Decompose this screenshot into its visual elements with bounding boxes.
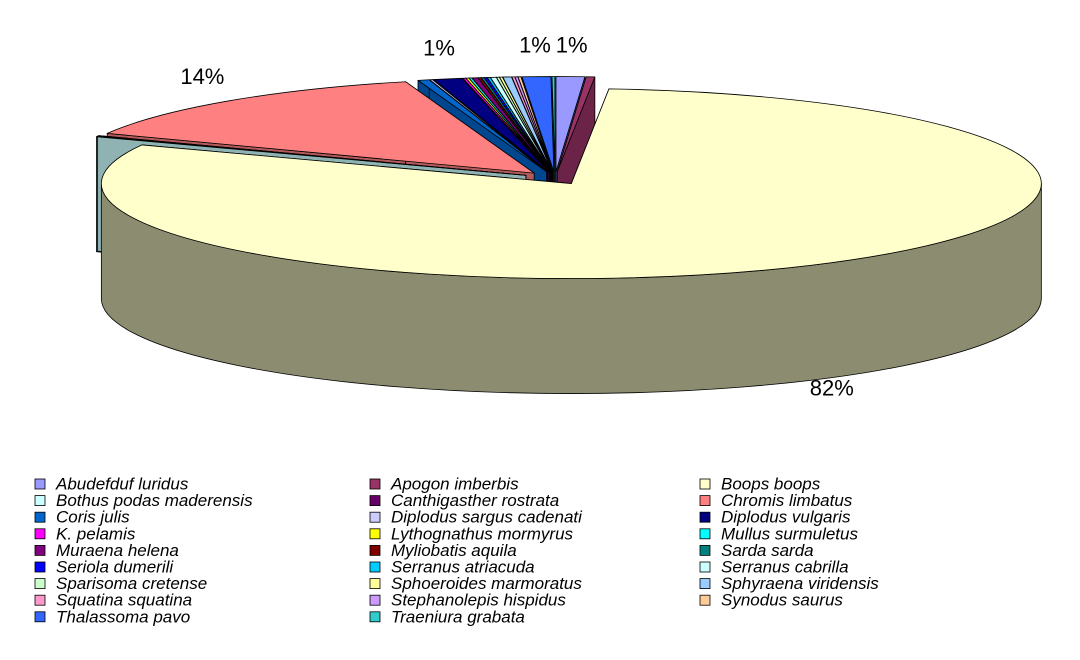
legend-label: Seriola dumerili bbox=[56, 557, 174, 576]
legend-swatch bbox=[34, 495, 46, 507]
legend-label: Traeniura grabata bbox=[391, 607, 525, 626]
legend-swatch bbox=[34, 478, 46, 490]
legend-swatch bbox=[699, 495, 711, 507]
legend-swatch bbox=[699, 594, 711, 606]
legend-label: Diplodus vulgaris bbox=[721, 508, 851, 527]
slice-top bbox=[433, 77, 549, 173]
slice-top bbox=[555, 76, 586, 172]
legend-swatch bbox=[369, 578, 381, 589]
legend-label: Abudefduf luridus bbox=[55, 474, 189, 493]
legend-label: Stephanolepis hispidus bbox=[391, 591, 566, 610]
legend-label: Apogon imberbis bbox=[390, 474, 519, 493]
legend-label: Serranus atriacuda bbox=[391, 557, 535, 576]
legend-swatch bbox=[699, 578, 711, 589]
slice-top bbox=[551, 76, 556, 172]
legend-swatch bbox=[34, 528, 46, 540]
legend-label: Muraena helena bbox=[56, 541, 179, 560]
legend-swatch bbox=[369, 594, 381, 606]
legend-swatch bbox=[699, 545, 711, 556]
legend-swatch bbox=[369, 528, 381, 540]
legend-swatch bbox=[369, 611, 381, 623]
legend-swatch bbox=[699, 528, 711, 540]
legend-label: Canthigasther rostrata bbox=[391, 491, 559, 510]
legend-label: Synodus saurus bbox=[721, 591, 843, 610]
legend-label: Sphyraena viridensis bbox=[721, 574, 879, 593]
legend-swatch bbox=[369, 561, 381, 573]
legend-label: Sarda sarda bbox=[721, 541, 814, 560]
slice-top bbox=[417, 79, 548, 173]
legend-swatch bbox=[369, 545, 381, 556]
legend-swatch bbox=[699, 478, 711, 490]
legend-label: Sparisoma cretense bbox=[56, 574, 207, 593]
slice-top bbox=[462, 77, 550, 173]
legend-label: Sphoeroides marmoratus bbox=[391, 574, 582, 593]
legend-swatch bbox=[369, 511, 381, 523]
legend-swatch bbox=[34, 511, 46, 523]
data-label: 1% bbox=[423, 35, 455, 60]
legend-swatch bbox=[699, 511, 711, 523]
legend-label: Coris julis bbox=[56, 508, 130, 527]
legend-label: Thalassoma pavo bbox=[56, 607, 190, 626]
data-label: 1% bbox=[519, 32, 551, 57]
legend-swatch bbox=[34, 578, 46, 589]
legend-label: Mullus surmuletus bbox=[721, 524, 858, 543]
legend-label: Lythognathus mormyrus bbox=[391, 524, 574, 543]
legend-label: Chromis limbatus bbox=[721, 491, 853, 510]
legend-label: Diplodus sargus cadenati bbox=[391, 508, 583, 527]
legend-swatch bbox=[369, 478, 381, 490]
legend-label: Myliobatis aquila bbox=[391, 541, 517, 560]
legend-swatch bbox=[34, 611, 46, 623]
slice-top bbox=[106, 81, 535, 174]
slice-top bbox=[521, 76, 555, 172]
slice-top bbox=[556, 76, 596, 172]
legend-label: Serranus cabrilla bbox=[721, 557, 849, 576]
legend-swatch bbox=[34, 561, 46, 573]
legend-swatch bbox=[699, 561, 711, 573]
legend-swatch bbox=[34, 545, 46, 556]
slice-top bbox=[100, 88, 1042, 279]
legend-label: Bothus podas maderensis bbox=[56, 491, 253, 510]
legend-swatch bbox=[369, 495, 381, 507]
data-label: 82% bbox=[810, 376, 854, 401]
data-label: 1% bbox=[556, 32, 588, 57]
legend-label: Squatina squatina bbox=[56, 591, 192, 610]
legend-label: K. pelamis bbox=[56, 524, 136, 543]
legend-swatch bbox=[34, 594, 46, 606]
data-label: 14% bbox=[180, 64, 224, 89]
legend-label: Boops boops bbox=[721, 474, 821, 493]
slice-top bbox=[96, 135, 527, 176]
